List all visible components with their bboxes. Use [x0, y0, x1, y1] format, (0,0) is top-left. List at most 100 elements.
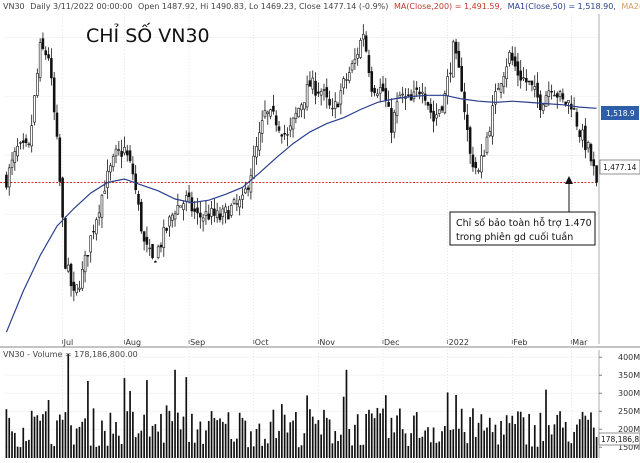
- volume-last-label: 178,186,8: [601, 435, 639, 444]
- candle-body: [193, 208, 196, 212]
- volume-bar: [443, 426, 446, 458]
- candle-body: [148, 247, 152, 250]
- annotation-arrow-head: [565, 176, 573, 184]
- volume-bar: [404, 433, 407, 458]
- candle-body: [78, 287, 81, 290]
- x-axis-label: Sep: [190, 338, 205, 347]
- volume-bar: [494, 424, 497, 458]
- candle-body: [187, 192, 191, 198]
- volume-bar: [393, 432, 396, 458]
- candle-body: [519, 70, 522, 81]
- candle-body: [30, 125, 33, 147]
- volume-bar: [455, 395, 457, 458]
- candle-body: [106, 170, 109, 188]
- candle-body: [387, 102, 390, 107]
- candle-body: [522, 77, 525, 80]
- candle-body: [69, 263, 73, 287]
- candle-body: [55, 112, 59, 137]
- candle-body: [252, 155, 256, 179]
- volume-bar: [140, 430, 143, 458]
- volume-bar: [53, 446, 56, 458]
- volume-bar: [160, 413, 162, 458]
- volume-bar: [247, 447, 249, 458]
- candle-body: [168, 216, 171, 227]
- candle-body: [258, 132, 261, 151]
- volume-bar: [359, 445, 362, 458]
- volume-bar: [595, 437, 598, 458]
- candle-body: [27, 143, 31, 146]
- candle-body: [460, 65, 463, 92]
- volume-bar: [553, 424, 556, 458]
- candle-body: [525, 77, 528, 83]
- candle-body: [47, 54, 50, 59]
- candle-body: [443, 93, 447, 114]
- candle-body: [291, 117, 295, 130]
- candle-body: [322, 89, 326, 91]
- candle-body: [274, 115, 278, 126]
- volume-bar: [505, 415, 508, 458]
- volume-bar: [70, 425, 72, 458]
- candle-body: [516, 61, 520, 76]
- annotation-box: [449, 211, 596, 246]
- candle-body: [553, 94, 556, 97]
- volume-bar: [351, 445, 353, 458]
- volume-bar: [587, 419, 590, 458]
- candle-body: [589, 144, 593, 162]
- volume-bar: [325, 417, 328, 458]
- volume-bar: [16, 446, 19, 458]
- candle-body: [52, 77, 56, 113]
- volume-bar: [382, 408, 384, 458]
- candle-body: [449, 72, 452, 75]
- volume-header: VN30 - Volume = 178,186,800.00: [3, 350, 138, 359]
- volume-bar: [303, 433, 306, 458]
- candle-body: [123, 147, 126, 154]
- volume-bar: [11, 431, 13, 458]
- candle-body: [246, 187, 250, 190]
- candle-body: [345, 79, 348, 81]
- candle-body: [154, 261, 157, 263]
- candle-body: [390, 107, 393, 133]
- candle-body: [19, 142, 22, 144]
- header-symbol: VN30: [3, 2, 25, 11]
- volume-bar: [64, 412, 67, 458]
- candle-body: [100, 194, 104, 218]
- candle-body: [317, 91, 320, 94]
- candle-body: [159, 244, 163, 248]
- volume-bar: [418, 437, 421, 458]
- volume-bar: [337, 440, 339, 458]
- x-axis-label: 2022: [449, 338, 469, 347]
- volume-bar: [134, 437, 137, 458]
- volume-bar: [345, 369, 348, 458]
- volume-bar: [576, 424, 578, 458]
- candle-body: [454, 41, 458, 54]
- candle-body: [232, 199, 236, 204]
- volume-bar: [219, 418, 221, 458]
- candle-body: [325, 87, 329, 98]
- volume-bar: [354, 424, 356, 458]
- volume-bar: [205, 430, 207, 458]
- volume-bar: [280, 404, 283, 458]
- volume-bar: [550, 434, 553, 458]
- volume-bar: [168, 410, 171, 458]
- candle-body: [151, 243, 154, 259]
- candle-body: [241, 194, 244, 200]
- volume-bar: [292, 420, 294, 458]
- candle-body: [109, 165, 112, 173]
- candle-body: [384, 88, 388, 101]
- volume-bar: [328, 419, 331, 458]
- candle-body: [373, 87, 376, 94]
- volume-bar: [269, 421, 272, 458]
- volume-bar: [469, 416, 471, 458]
- volume-bar: [508, 423, 511, 458]
- volume-bar: [370, 413, 373, 458]
- volume-bar: [300, 445, 303, 458]
- candle-body: [92, 230, 95, 233]
- volume-bar: [238, 412, 241, 458]
- candle-body: [592, 159, 596, 167]
- volume-bar: [58, 414, 61, 458]
- candle-body: [496, 88, 500, 91]
- volume-bar: [174, 369, 176, 458]
- volume-bar: [463, 432, 466, 458]
- candle-body: [269, 109, 272, 117]
